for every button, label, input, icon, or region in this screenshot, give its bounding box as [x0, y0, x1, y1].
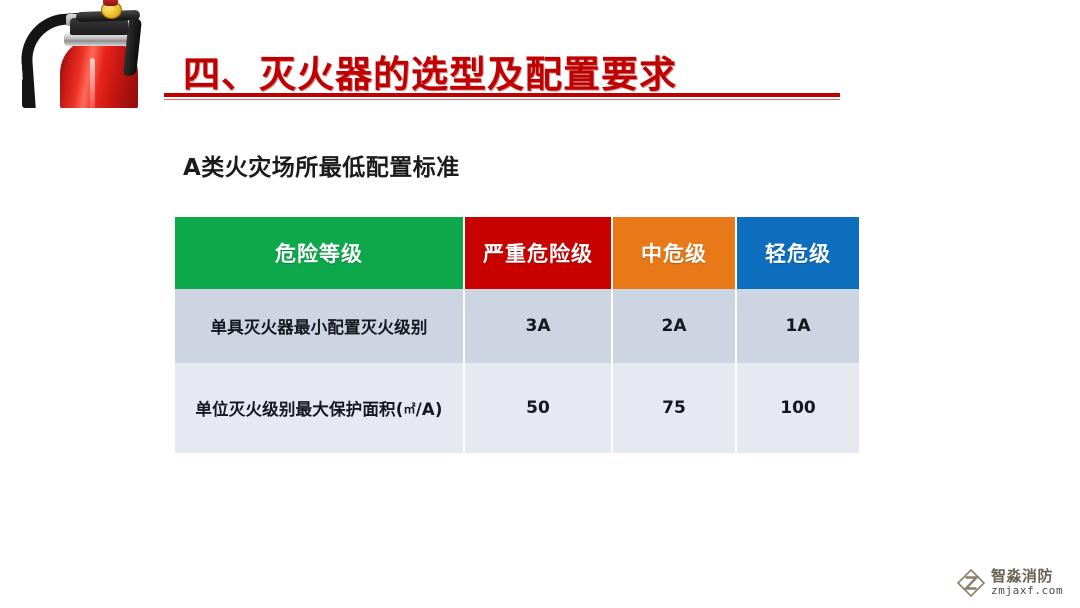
cell-min-rating-light: 1A — [737, 289, 859, 363]
extinguisher-pin-seal — [103, 0, 118, 6]
title-underline-thick — [164, 93, 840, 97]
table-header-severe: 严重危险级 — [465, 217, 611, 289]
row-label-max-area-suffix: /A) — [415, 400, 443, 419]
watermark-url: zmjaxf.com — [991, 584, 1064, 598]
row-label-min-rating: 单具灭火器最小配置灭火级别 — [175, 289, 463, 363]
slide-header: 四、灭火器的选型及配置要求 — [0, 0, 1080, 112]
title-underline-thin — [164, 99, 840, 100]
row-label-max-area: 单位灭火级别最大保护面积(㎡/A) — [175, 363, 463, 453]
configuration-table-container: 危险等级 严重危险级 中危级 轻危级 单具灭火器最小配置灭火级别 3A 2A 1… — [173, 217, 859, 453]
extinguisher-hose-tail — [22, 78, 33, 108]
table-row: 单具灭火器最小配置灭火级别 3A 2A 1A — [175, 289, 859, 363]
watermark-brand-name: 智淼消防 — [991, 567, 1054, 586]
configuration-table: 危险等级 严重危险级 中危级 轻危级 单具灭火器最小配置灭火级别 3A 2A 1… — [173, 217, 861, 453]
page-title: 四、灭火器的选型及配置要求 — [183, 53, 677, 96]
cell-min-rating-moderate: 2A — [613, 289, 735, 363]
cell-max-area-light: 100 — [737, 363, 859, 453]
cell-min-rating-severe: 3A — [465, 289, 611, 363]
table-header-light: 轻危级 — [737, 217, 859, 289]
extinguisher-valve-neck — [70, 18, 128, 35]
fire-extinguisher-image — [8, 0, 176, 108]
table-header-moderate: 中危级 — [613, 217, 735, 289]
row-label-max-area-prefix: 单位灭火级别最大保护面积( — [195, 400, 404, 419]
cell-max-area-severe: 50 — [465, 363, 611, 453]
cell-max-area-moderate: 75 — [613, 363, 735, 453]
row-label-max-area-unit: ㎡ — [403, 402, 416, 416]
watermark-text: 智淼消防 zmjaxf.com — [991, 567, 1064, 598]
watermark-logo: 智淼消防 zmjaxf.com — [956, 562, 1076, 604]
table-header-row: 危险等级 严重危险级 中危级 轻危级 — [175, 217, 859, 289]
table-header-hazard-level: 危险等级 — [175, 217, 463, 289]
diamond-z-logo-icon — [956, 568, 986, 598]
section-subtitle: A类火灾场所最低配置标准 — [183, 155, 460, 181]
table-row: 单位灭火级别最大保护面积(㎡/A) 50 75 100 — [175, 363, 859, 453]
